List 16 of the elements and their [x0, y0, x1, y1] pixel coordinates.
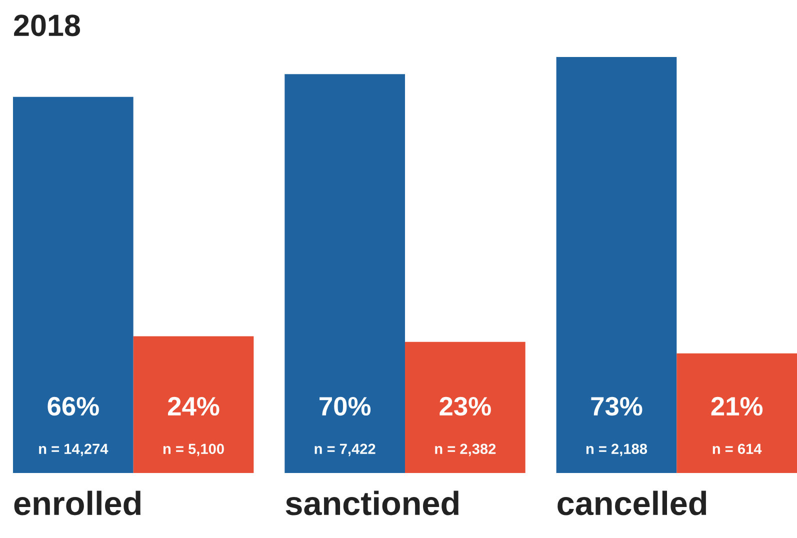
- bar: [676, 353, 797, 473]
- x-tick-label: sanctioned: [286, 490, 458, 516]
- bar: [133, 336, 254, 473]
- bar: [556, 57, 677, 473]
- bar: [284, 74, 405, 473]
- x-tick-label: cancelled: [558, 490, 706, 516]
- data-label: 73% n = 2,188: [586, 396, 648, 456]
- bar: [13, 96, 134, 473]
- bar: [405, 342, 526, 473]
- data-label: 23% n = 2,382: [435, 396, 496, 456]
- data-label: 24% n = 5,100: [163, 396, 224, 456]
- data-label: 70% n = 7,422: [314, 396, 376, 456]
- x-tick-label: enrolled: [14, 490, 140, 516]
- data-label: 21% n = 614: [711, 396, 763, 454]
- data-label: 66% n = 14,274: [39, 396, 108, 456]
- chart-title: 2018: [14, 14, 80, 36]
